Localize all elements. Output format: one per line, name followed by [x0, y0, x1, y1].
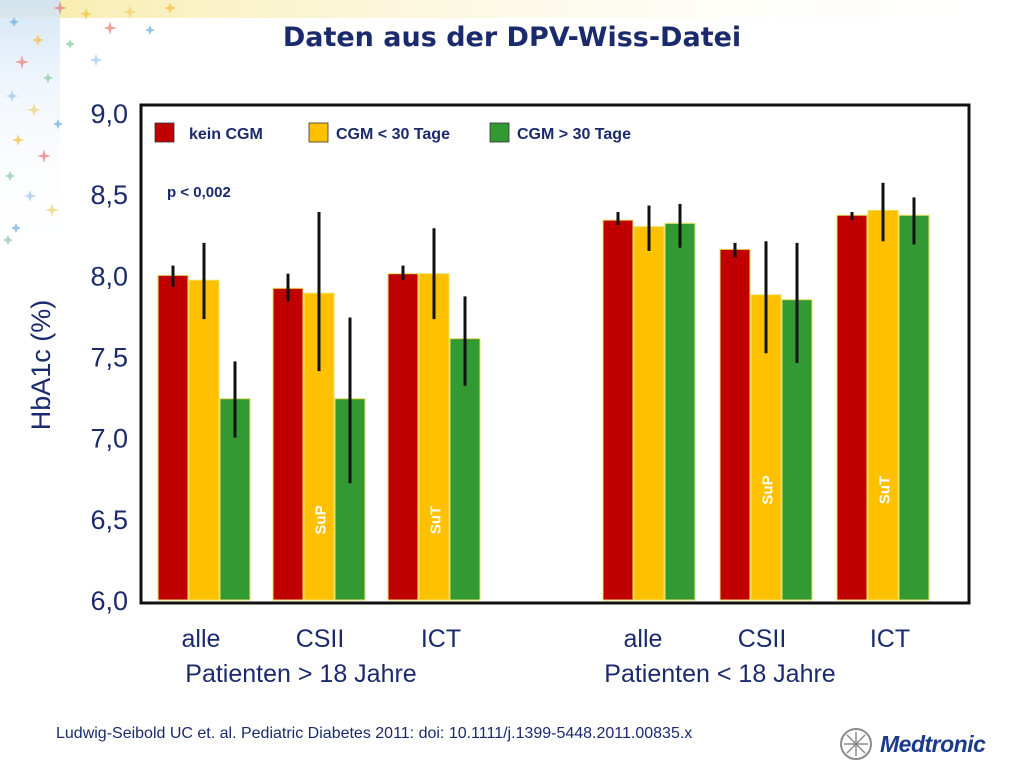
decorative-star-icon [24, 190, 36, 202]
bar-inside-label: SuT [877, 476, 894, 504]
legend-label: CGM > 30 Tage [517, 126, 631, 143]
decorative-star-icon [43, 73, 53, 83]
decorative-star-icon [12, 134, 24, 146]
bar-cgm-lt-30 [188, 279, 220, 601]
decorative-star-icon [53, 119, 63, 129]
x-category-label: ICT [870, 625, 910, 653]
bar-cgm-gt-30 [449, 338, 481, 601]
decorative-star-icon [65, 39, 75, 49]
medtronic-logo-text: Medtronic [880, 731, 986, 757]
decorative-star-icon [11, 223, 21, 233]
bar-inside-label: SuT [428, 506, 445, 534]
x-category-label: ICT [421, 625, 461, 653]
bar-inside-label: SuP [760, 475, 777, 504]
y-tick-label: 8,0 [90, 261, 128, 291]
bar-kein-cgm [836, 214, 868, 601]
y-tick-label: 7,5 [90, 343, 128, 373]
p-value-annotation: p < 0,002 [167, 184, 231, 201]
bar-cgm-lt-30 [418, 273, 450, 601]
bar-cgm-gt-30 [334, 398, 366, 601]
decorative-star-icon [9, 17, 19, 27]
decorative-star-icon [90, 54, 102, 66]
y-tick-label: 6,0 [90, 586, 128, 616]
legend-swatch [489, 122, 510, 143]
y-tick-label: 9,0 [90, 99, 128, 129]
medtronic-logo: Medtronic [836, 724, 1016, 764]
x-category-label: CSII [738, 625, 787, 653]
x-group-label: Patienten < 18 Jahre [604, 660, 835, 688]
y-tick-label: 7,0 [90, 424, 128, 454]
bar-kein-cgm [157, 274, 189, 601]
x-category-label: CSII [296, 625, 345, 653]
legend-label: kein CGM [189, 126, 263, 143]
x-category-label: alle [624, 625, 663, 653]
bar-kein-cgm [719, 248, 751, 601]
decorative-star-icon [27, 103, 41, 117]
bar-cgm-lt-30 [867, 209, 899, 601]
x-group-label: Patienten > 18 Jahre [185, 660, 416, 688]
bar-kein-cgm [602, 219, 634, 601]
medtronic-logo-icon [840, 728, 872, 760]
decorative-star-icon [103, 21, 117, 35]
decorative-star-icon [5, 171, 15, 181]
decorative-star-icon [3, 235, 13, 245]
decorative-star-icon [53, 1, 67, 15]
bar-cgm-lt-30 [633, 226, 665, 601]
bar-kein-cgm [387, 273, 419, 601]
decorative-star-icon [37, 149, 51, 163]
bar-cgm-gt-30 [898, 214, 930, 601]
decorative-star-icon [164, 2, 176, 14]
y-axis-label: HbA1c (%) [26, 300, 56, 431]
decorative-star-icon [123, 5, 137, 19]
y-tick-label: 8,5 [90, 180, 128, 210]
decorative-star-icon [32, 34, 44, 46]
x-category-label: alle [182, 625, 221, 653]
y-tick-label: 6,5 [90, 505, 128, 535]
legend-label: CGM < 30 Tage [336, 126, 450, 143]
decorative-star-icon [6, 90, 18, 102]
decorative-star-icon [45, 203, 59, 217]
bar-cgm-gt-30 [664, 222, 696, 601]
legend-swatch [308, 122, 329, 143]
bar-inside-label: SuP [313, 505, 330, 534]
citation: Ludwig-Seibold UC et. al. Pediatric Diab… [56, 725, 693, 742]
bar-kein-cgm [272, 287, 304, 601]
decorative-star-icon [145, 25, 155, 35]
slide-title: Daten aus der DPV-Wiss-Datei [282, 22, 742, 53]
hba1c-bar-chart: 6,0 6,5 7,0 7,5 8,0 8,5 9,0 HbA1c (%) kein CGM CG… [26, 99, 971, 688]
decorative-star-icon [80, 8, 92, 20]
legend-swatch [154, 122, 175, 143]
decorative-star-icon [15, 55, 29, 69]
